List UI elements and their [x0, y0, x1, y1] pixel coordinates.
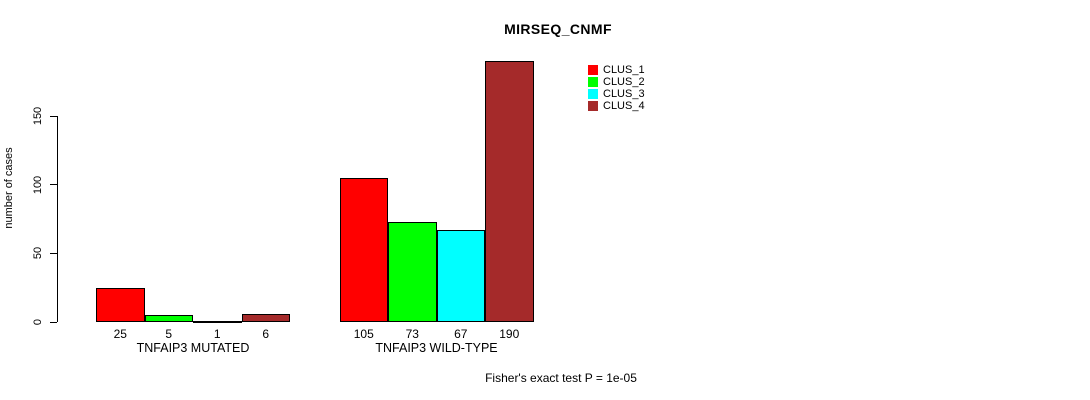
- y-tick-mark: [50, 115, 57, 117]
- bar-clus_4: [485, 61, 534, 322]
- legend-row: CLUS_2: [588, 76, 645, 88]
- bar-clus_2: [388, 222, 437, 322]
- bar-clus_3: [193, 321, 242, 323]
- bar-value-label: 190: [499, 327, 520, 341]
- bar-clus_3: [436, 230, 485, 322]
- legend-label: CLUS_2: [603, 76, 645, 88]
- bar-value-label: 5: [165, 327, 173, 341]
- bar-value-label: 67: [454, 327, 468, 341]
- bar-clus_4: [241, 314, 290, 322]
- bar-clus_1: [96, 288, 145, 322]
- y-tick-label: 0: [32, 318, 44, 326]
- bar-clus_2: [144, 315, 193, 322]
- legend-row: CLUS_4: [588, 100, 645, 112]
- fisher-note: Fisher's exact test P = 1e-05: [485, 371, 637, 385]
- y-tick-mark: [50, 321, 57, 323]
- y-tick-mark: [50, 252, 57, 254]
- bar-value-label: 73: [405, 327, 419, 341]
- y-axis-label: number of cases: [3, 147, 15, 229]
- y-tick-label: 100: [32, 175, 44, 194]
- group-label: TNFAIP3 WILD-TYPE: [375, 341, 498, 355]
- y-tick-label: 150: [32, 106, 44, 126]
- bar-clus_1: [339, 178, 388, 322]
- y-tick-label: 50: [32, 247, 44, 260]
- legend-swatch-icon: [588, 77, 598, 87]
- y-axis-line: [57, 116, 58, 322]
- legend-label: CLUS_1: [603, 64, 645, 76]
- group-label: TNFAIP3 MUTATED: [136, 341, 250, 355]
- legend-row: CLUS_1: [588, 64, 645, 76]
- legend-swatch-icon: [588, 65, 598, 75]
- legend-swatch-icon: [588, 89, 598, 99]
- legend-swatch-icon: [588, 101, 598, 111]
- bar-value-label: 25: [113, 327, 127, 341]
- y-tick-mark: [50, 184, 57, 186]
- bar-value-label: 105: [353, 327, 374, 341]
- legend-row: CLUS_3: [588, 88, 645, 100]
- bar-value-label: 6: [262, 327, 270, 341]
- legend: CLUS_1 CLUS_2 CLUS_3 CLUS_4: [588, 64, 645, 112]
- legend-label: CLUS_3: [603, 88, 645, 100]
- chart-title: MIRSEQ_CNMF: [504, 21, 612, 37]
- bar-value-label: 1: [213, 327, 221, 341]
- legend-label: CLUS_4: [603, 100, 645, 112]
